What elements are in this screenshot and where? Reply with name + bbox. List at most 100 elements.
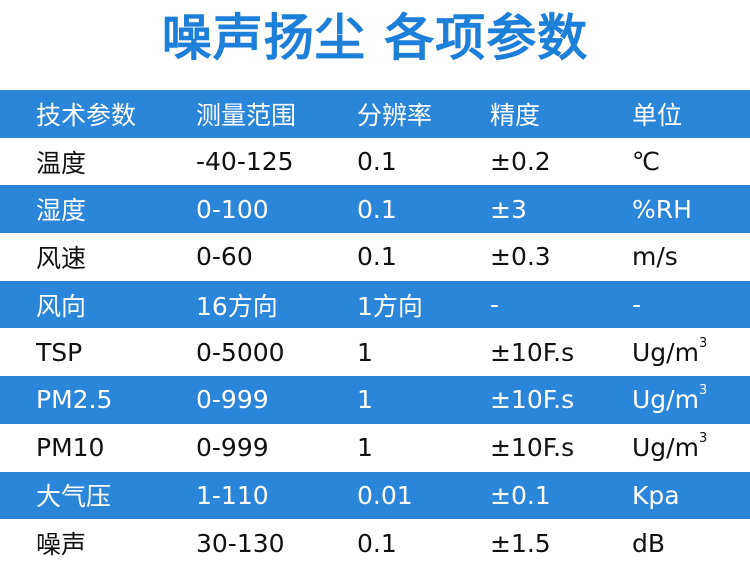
cell-text: PM2.5 <box>36 385 113 415</box>
table-cell: ±10F.s <box>490 385 574 414</box>
header-cell: 精度 <box>490 100 541 130</box>
cell-text: Ug/m <box>632 337 699 367</box>
table-cell: %RH <box>632 195 692 224</box>
cell-text: Ug/m <box>632 433 699 463</box>
table-cell: 0-999 <box>196 385 269 414</box>
cell-text: 大气压 <box>36 482 112 512</box>
header-cell: 分辨率 <box>357 100 433 130</box>
cell-text: 0-999 <box>196 433 269 463</box>
cell-text: 1方向 <box>357 291 423 321</box>
table-cell: Kpa <box>632 481 680 510</box>
table-cell: - <box>632 290 641 319</box>
unit-superscript: 3 <box>698 431 708 447</box>
cell-text: 1 <box>357 433 373 463</box>
table-row: 温度 -40-125 0.1 ±0.2 ℃ <box>0 138 750 186</box>
table-cell: TSP <box>36 338 82 367</box>
header-cell: 技术参数 <box>36 100 137 130</box>
cell-text: 0.01 <box>357 480 413 510</box>
cell-text: 16方向 <box>196 291 278 321</box>
table-cell: 湿度 <box>36 191 86 227</box>
cell-text: %RH <box>632 194 692 224</box>
cell-text: PM10 <box>36 433 105 463</box>
table-cell: 风速 <box>36 239 86 275</box>
table-cell: ±10F.s <box>490 433 574 462</box>
table-row: PM10 0-999 1 ±10F.s Ug/m3 <box>0 424 750 472</box>
table-cell: 温度 <box>36 144 86 180</box>
cell-text: -40-125 <box>196 147 294 177</box>
cell-text: TSP <box>36 337 83 367</box>
table-cell: - <box>490 290 499 319</box>
table-cell: 0.1 <box>357 147 397 176</box>
table-cell: 1-110 <box>196 481 269 510</box>
page-title: 噪声扬尘 各项参数 <box>161 9 589 67</box>
table-cell: 0.1 <box>357 242 397 271</box>
table-cell: 1 <box>357 338 373 367</box>
cell-text: 1 <box>357 385 373 415</box>
cell-text: 1-110 <box>196 480 269 510</box>
table-cell: ±0.3 <box>490 242 551 271</box>
table-cell: ±0.2 <box>490 147 551 176</box>
table-row: 风向 16方向 1方向 - - <box>0 280 750 329</box>
unit-superscript: 3 <box>698 383 708 399</box>
cell-text: ±10F.s <box>490 433 575 463</box>
table-cell: 0.1 <box>357 529 397 558</box>
table-cell: PM2.5 <box>36 385 112 414</box>
cell-text: 0.1 <box>357 194 397 224</box>
cell-text: 风速 <box>36 243 87 273</box>
cell-text: ±10F.s <box>490 385 575 415</box>
table-cell: 0.01 <box>357 481 413 510</box>
table-row: 大气压 1-110 0.01 ±0.1 Kpa <box>0 471 750 520</box>
cell-text: 温度 <box>36 148 87 178</box>
parameter-table: 技术参数 测量范围 分辨率 精度 单位 温度 -40-125 0.1 ±0.2 ℃ 湿度 0… <box>0 90 750 567</box>
cell-text: ±0.2 <box>490 147 551 177</box>
cell-text: 0-100 <box>196 194 269 224</box>
table-cell: 0-100 <box>196 195 269 224</box>
cell-text: 0.1 <box>357 242 397 272</box>
cell-text: Ug/m <box>632 385 699 415</box>
table-cell: 30-130 <box>196 529 285 558</box>
table-cell: Ug/m3 <box>632 335 708 367</box>
table-cell: m/s <box>632 242 678 271</box>
table-row: 风速 0-60 0.1 ±0.3 m/s <box>0 233 750 281</box>
table-cell: 0-5000 <box>196 338 285 367</box>
unit-superscript: 3 <box>698 335 708 351</box>
table-row: 湿度 0-100 0.1 ±3 %RH <box>0 185 750 234</box>
table-row: 噪声 30-130 0.1 ±1.5 dB <box>0 519 750 567</box>
cell-text: 0-60 <box>196 242 253 272</box>
header-cell: 单位 <box>632 100 683 130</box>
table-cell: ±1.5 <box>490 529 551 558</box>
cell-text: 0.1 <box>357 147 397 177</box>
table-row: PM2.5 0-999 1 ±10F.s Ug/m3 <box>0 376 750 424</box>
cell-text: - <box>490 290 500 320</box>
cell-text: 0-999 <box>196 385 269 415</box>
table-cell: 大气压 <box>36 477 111 513</box>
cell-text: 湿度 <box>36 196 87 226</box>
cell-text: ±0.1 <box>490 480 551 510</box>
cell-text: ±3 <box>490 194 527 224</box>
cell-text: ℃ <box>632 147 661 177</box>
table-row: TSP 0-5000 1 ±10F.s Ug/m3 <box>0 328 750 376</box>
table-cell: 1方向 <box>357 287 423 323</box>
cell-text: m/s <box>632 242 678 272</box>
cell-text: 1 <box>357 337 373 367</box>
table-cell: 风向 <box>36 287 86 323</box>
table-cell: ±0.1 <box>490 481 551 510</box>
cell-text: 0.1 <box>357 528 397 558</box>
cell-text: 噪声 <box>36 530 87 560</box>
table-cell: 1 <box>357 433 373 462</box>
table-cell: dB <box>632 529 665 558</box>
cell-text: 30-130 <box>196 528 285 558</box>
table-cell: Ug/m3 <box>632 431 708 463</box>
table-cell: -40-125 <box>196 147 294 176</box>
table-cell: 16方向 <box>196 287 278 323</box>
cell-text: 风向 <box>36 291 87 321</box>
cell-text: ±10F.s <box>490 337 575 367</box>
cell-text: ±1.5 <box>490 528 551 558</box>
table-cell: 0-60 <box>196 242 253 271</box>
table-cell: 1 <box>357 385 373 414</box>
cell-text: 0-5000 <box>196 337 285 367</box>
table-header: 技术参数 测量范围 分辨率 精度 单位 <box>0 90 750 138</box>
header-cell: 测量范围 <box>196 100 297 130</box>
cell-text: Kpa <box>632 480 680 510</box>
table-cell: 0-999 <box>196 433 269 462</box>
